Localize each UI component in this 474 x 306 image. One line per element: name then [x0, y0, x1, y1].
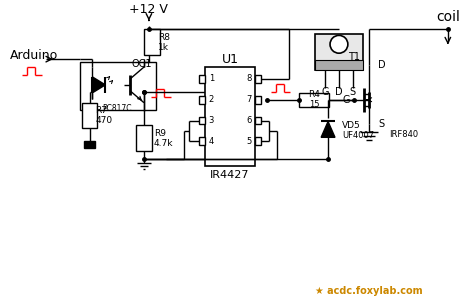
Bar	[82, 103, 98, 129]
Bar	[315, 34, 363, 70]
Text: +12 V: +12 V	[129, 3, 168, 16]
Text: ★ acdc.foxylab.com: ★ acdc.foxylab.com	[315, 286, 422, 296]
Text: 3: 3	[209, 116, 214, 125]
Text: coil: coil	[436, 9, 460, 24]
Bar	[300, 93, 329, 107]
Text: R4: R4	[308, 90, 320, 99]
Text: 8: 8	[246, 74, 252, 84]
Bar	[200, 75, 205, 83]
Bar	[255, 75, 261, 83]
Text: U1: U1	[221, 53, 238, 66]
Text: 4: 4	[209, 137, 214, 146]
Text: T1: T1	[348, 52, 360, 62]
Bar	[80, 62, 156, 110]
Text: IRF840: IRF840	[390, 130, 419, 139]
Text: IR4427: IR4427	[210, 170, 250, 180]
Text: Arduino: Arduino	[10, 49, 59, 62]
Text: D: D	[378, 60, 385, 70]
Bar	[315, 60, 363, 70]
Text: S: S	[350, 87, 356, 97]
Circle shape	[330, 35, 348, 53]
Polygon shape	[92, 77, 105, 93]
Text: D: D	[335, 87, 343, 97]
Text: 5: 5	[246, 137, 252, 146]
Text: G: G	[321, 87, 329, 97]
Text: 6: 6	[246, 116, 252, 125]
Bar	[83, 141, 95, 148]
Bar	[255, 117, 261, 125]
Text: PC817C: PC817C	[102, 104, 132, 113]
Text: 7: 7	[246, 95, 252, 104]
Text: R8
1k: R8 1k	[158, 33, 170, 52]
Bar	[136, 125, 152, 151]
Text: UF4007: UF4007	[342, 131, 374, 140]
Text: VD5: VD5	[342, 121, 361, 130]
Text: 2: 2	[209, 95, 214, 104]
Bar	[200, 96, 205, 104]
Text: G: G	[342, 95, 350, 105]
Text: 1: 1	[209, 74, 214, 84]
Polygon shape	[321, 121, 335, 137]
Text: 15: 15	[309, 100, 319, 109]
Text: OC1: OC1	[131, 59, 152, 69]
Bar	[144, 29, 160, 55]
Text: S: S	[378, 119, 384, 129]
Bar	[255, 96, 261, 104]
Text: R7
470: R7 470	[95, 106, 113, 125]
Bar	[205, 67, 255, 166]
Bar	[200, 137, 205, 145]
Bar	[200, 117, 205, 125]
Text: R9
4.7k: R9 4.7k	[154, 129, 173, 148]
Bar	[255, 137, 261, 145]
